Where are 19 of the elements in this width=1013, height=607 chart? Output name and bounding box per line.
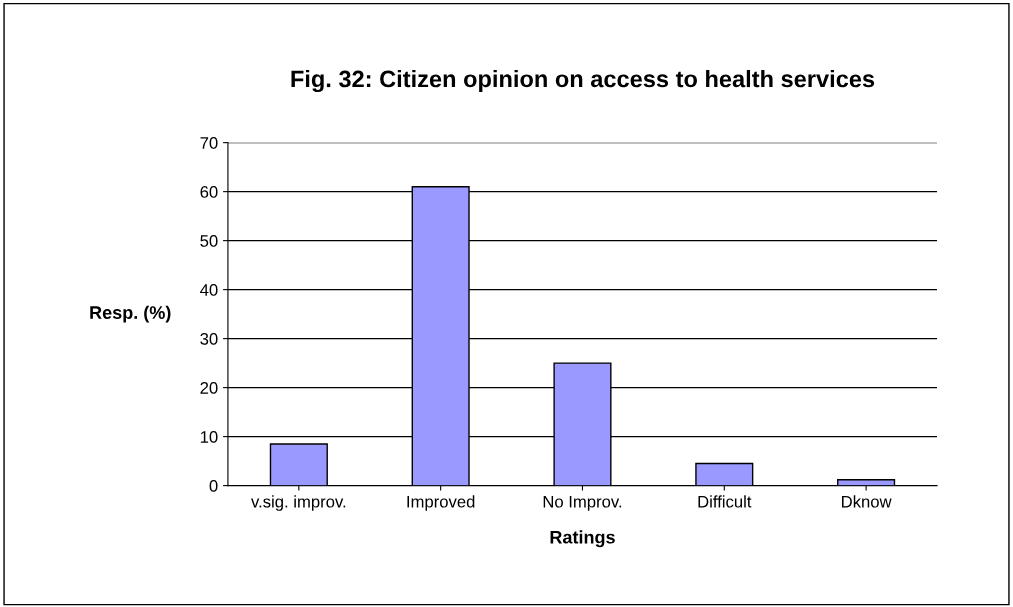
bar <box>695 462 754 486</box>
x-tick-label: Dknow <box>842 495 892 508</box>
bar <box>269 443 328 486</box>
x-tick-label: v.sig. improv. <box>251 495 346 511</box>
y-tick-label: 0 <box>209 480 218 492</box>
chart-title: Fig. 32: Citizen opinion on access to health services <box>291 69 875 93</box>
x-axis-title: Ratings <box>550 530 615 548</box>
bar <box>837 479 896 486</box>
y-tick-label: 20 <box>200 382 218 394</box>
y-tick-label: 30 <box>200 333 218 345</box>
y-tick-label: 70 <box>200 137 218 149</box>
y-tick-label: 40 <box>200 284 218 296</box>
x-tick-label: Improved <box>407 495 475 511</box>
x-tick-label: Difficult <box>698 495 752 508</box>
y-tick-label: 60 <box>200 186 218 198</box>
y-tick-label: 50 <box>200 235 218 247</box>
y-tick-label: 10 <box>200 431 218 443</box>
x-tick-label: No Improv. <box>543 495 622 511</box>
y-axis-title: Resp. (%) <box>90 305 171 323</box>
